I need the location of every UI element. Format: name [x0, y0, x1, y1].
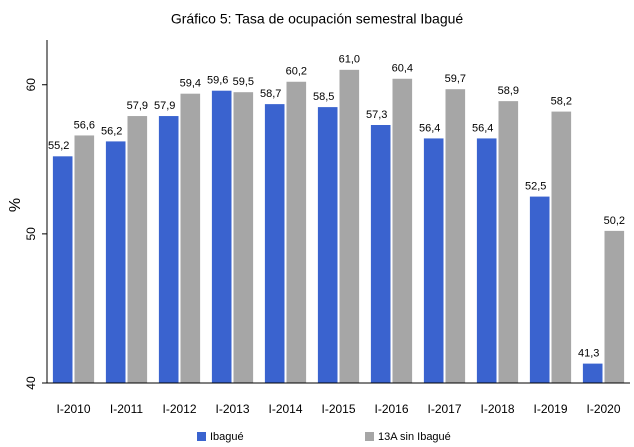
data-label: 58,5 — [313, 91, 334, 103]
bar — [339, 69, 360, 384]
y-tick-label: 50 — [24, 227, 38, 241]
bar — [317, 107, 338, 383]
bar — [392, 78, 413, 383]
x-tick-label: I-2018 — [480, 402, 514, 416]
bar — [423, 138, 444, 383]
bar — [582, 363, 603, 383]
data-label: 57,9 — [127, 100, 148, 112]
x-tick-label: I-2014 — [268, 402, 302, 416]
bar — [105, 141, 126, 383]
data-label: 60,4 — [392, 63, 413, 75]
x-tick-label: I-2016 — [374, 402, 408, 416]
legend-swatch — [365, 432, 374, 441]
data-label: 61,0 — [339, 54, 360, 66]
x-tick-label: I-2015 — [321, 402, 355, 416]
bar — [127, 116, 148, 383]
y-tick-label: 60 — [24, 78, 38, 92]
data-label: 59,7 — [445, 73, 466, 85]
bar — [158, 116, 179, 383]
x-tick-label: I-2012 — [162, 402, 196, 416]
y-axis-label: % — [7, 198, 24, 212]
bar — [476, 138, 497, 383]
bar — [264, 104, 285, 383]
data-label: 57,9 — [154, 100, 175, 112]
data-label: 56,2 — [101, 125, 122, 137]
data-label: 56,4 — [472, 122, 493, 134]
x-tick-label: I-2019 — [533, 402, 567, 416]
x-tick-label: I-2013 — [215, 402, 249, 416]
bar — [233, 92, 254, 384]
data-label: 59,4 — [180, 78, 201, 90]
legend-label: Ibagué — [210, 431, 244, 443]
data-label: 58,2 — [551, 95, 572, 107]
data-label: 58,7 — [260, 88, 281, 100]
data-label: 50,2 — [604, 215, 625, 227]
bar — [370, 125, 391, 384]
bar — [286, 81, 307, 383]
bar — [180, 93, 201, 384]
data-label: 41,3 — [578, 348, 599, 360]
data-label: 59,5 — [233, 76, 254, 88]
data-label: 52,5 — [525, 180, 546, 192]
chart-title: Gráfico 5: Tasa de ocupación semestral I… — [171, 11, 464, 27]
data-label: 59,6 — [207, 75, 228, 87]
data-label: 57,3 — [366, 109, 387, 121]
data-label: 55,2 — [48, 140, 69, 152]
x-tick-label: I-2020 — [586, 402, 620, 416]
legend-label: 13A sin Ibagué — [378, 431, 451, 443]
bar — [211, 90, 232, 383]
legend-swatch — [197, 432, 206, 441]
bar — [498, 101, 519, 383]
data-label: 56,6 — [74, 119, 95, 131]
x-tick-label: I-2010 — [56, 402, 90, 416]
bar — [529, 196, 550, 383]
bar — [445, 89, 466, 383]
bar — [74, 135, 95, 383]
bar — [604, 230, 625, 383]
data-label: 60,2 — [286, 66, 307, 78]
bar — [551, 111, 572, 383]
data-label: 56,4 — [419, 122, 440, 134]
bar — [52, 156, 73, 383]
x-tick-label: I-2011 — [110, 402, 143, 416]
x-tick-label: I-2017 — [427, 402, 461, 416]
data-label: 58,9 — [498, 85, 519, 97]
y-tick-label: 40 — [24, 376, 38, 390]
